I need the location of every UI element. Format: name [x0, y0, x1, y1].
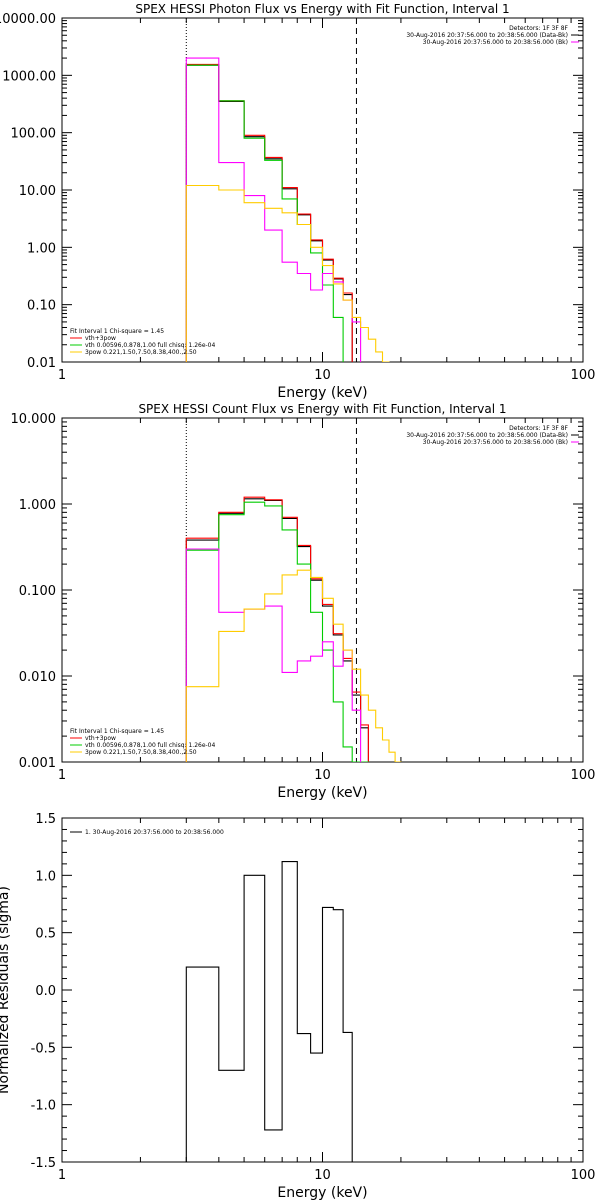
y-tick-label: 10.000	[11, 412, 57, 427]
y-tick-label: -1.0	[31, 1099, 56, 1114]
x-axis-label: Energy (keV)	[277, 785, 367, 801]
y-tick-label: -1.5	[31, 1156, 56, 1171]
y-tick-label: 0.001	[19, 756, 56, 771]
y-tick-label: 0.01	[27, 356, 56, 371]
y-tick-label: 0.100	[19, 584, 56, 599]
data-series-1-histogram	[185, 861, 353, 1162]
fit-legend-entry: 3pow 0.221,1.50,7.50,8.38,400.,2.50	[85, 349, 197, 356]
y-tick-label: 1.00	[27, 241, 56, 256]
legend-entry: Detectors: 1F 3F 8F	[509, 25, 568, 32]
y-tick-label: 1.5	[35, 812, 56, 827]
chart-title: SPEX HESSI Count Flux vs Energy with Fit…	[138, 402, 506, 416]
x-tick-label: 100	[571, 368, 596, 383]
x-axis-label: Energy (keV)	[277, 385, 367, 401]
chart-panel-1: SPEX HESSI Photon Flux vs Energy with Fi…	[0, 2, 595, 401]
x-axis-label: Energy (keV)	[277, 1185, 367, 1200]
fit-legend-entry: vth 0.00596,0.878,1.00 full chisq: 1.26e…	[85, 342, 216, 349]
legend-entry: 1. 30-Aug-2016 20:37:56.000 to 20:38:56.…	[85, 829, 224, 836]
chart-panel-2: SPEX HESSI Count Flux vs Energy with Fit…	[11, 402, 596, 801]
data-series-4-histogram	[185, 548, 362, 762]
y-tick-label: 1.000	[19, 498, 56, 513]
fit-legend-header: Fit Interval 1 Chi-square = 1.45	[70, 328, 164, 335]
data-series-5-histogram	[185, 184, 390, 362]
data-series-1-histogram	[185, 64, 353, 362]
legend-entry: 30-Aug-2016 20:37:56.000 to 20:38:56.000…	[406, 432, 568, 439]
y-tick-label: 1000.00	[2, 69, 56, 84]
x-tick-label: 1	[58, 1168, 66, 1183]
x-tick-label: 100	[571, 1168, 596, 1183]
x-tick-label: 10	[314, 768, 331, 783]
y-tick-label: -0.5	[31, 1041, 56, 1056]
data-series-3-histogram	[185, 501, 369, 762]
data-series-4-histogram	[185, 57, 362, 362]
chart-panel-3: 1 10 100 -1.5 -1.0 -0.5 0.0 0.5 1.0 1.5 Energy (ke…	[0, 812, 595, 1200]
fit-legend-entry: vth 0.00596,0.878,1.00 full chisq: 1.26e…	[85, 742, 216, 749]
y-tick-label: 1.0	[35, 869, 56, 884]
x-tick-label: 100	[571, 768, 596, 783]
y-tick-label: 10.00	[19, 184, 56, 199]
legend-entry: 30-Aug-2016 20:37:56.000 to 20:38:56.000…	[406, 32, 568, 39]
fit-legend-entry: 3pow 0.221,1.50,7.50,8.38,400.,2.50	[85, 749, 197, 756]
fit-legend-header: Fit Interval 1 Chi-square = 1.45	[70, 728, 164, 735]
y-tick-label: 100.00	[11, 127, 57, 142]
legend-entry: 30-Aug-2016 20:37:56.000 to 20:38:56.000…	[423, 439, 568, 446]
fit-legend-entry: vth+3pow	[85, 335, 116, 342]
x-tick-label: 10	[314, 1168, 331, 1183]
y-tick-label: 10000.00	[0, 12, 56, 27]
plot-frame	[61, 17, 584, 363]
y-tick-label: 0.5	[35, 927, 56, 942]
data-series-5-histogram	[185, 569, 402, 762]
y-tick-label: 0.0	[35, 984, 56, 999]
x-tick-label: 10	[314, 368, 331, 383]
y-tick-label: 0.010	[19, 670, 56, 685]
y-axis-label: Normalized Residuals (sigma)	[0, 886, 12, 1094]
fit-legend-entry: vth+3pow	[85, 735, 116, 742]
data-series-2-histogram	[185, 63, 353, 362]
legend-entry: 30-Aug-2016 20:37:56.000 to 20:38:56.000…	[423, 39, 568, 46]
x-tick-label: 1	[58, 368, 66, 383]
y-tick-label: 0.10	[27, 299, 56, 314]
legend-entry: Detectors: 1F 3F 8F	[509, 425, 568, 432]
data-series-3-histogram	[185, 64, 344, 362]
chart-title: SPEX HESSI Photon Flux vs Energy with Fi…	[135, 2, 509, 16]
x-tick-label: 1	[58, 768, 66, 783]
